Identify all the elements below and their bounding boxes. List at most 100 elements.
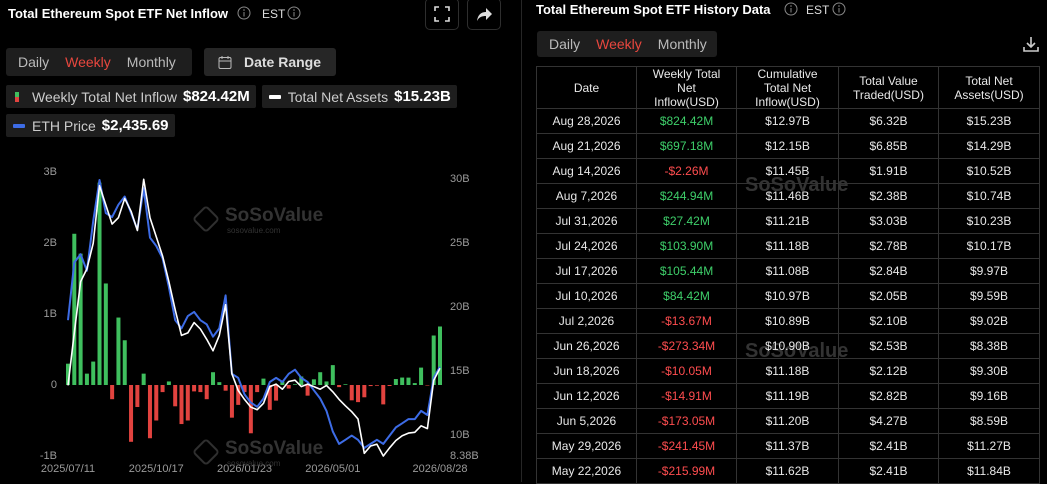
column-header: Date	[536, 67, 636, 108]
table-cell: $10.74B	[938, 184, 1040, 208]
legend-label: Total Net Assets	[287, 88, 389, 105]
bar	[135, 385, 140, 408]
table-cell: $824.42M	[636, 109, 736, 133]
table-cell: Aug 21,2026	[536, 134, 636, 158]
table-cell: Aug 14,2026	[536, 159, 636, 183]
table-cell: $9.30B	[938, 359, 1040, 383]
bar	[173, 385, 178, 407]
bar	[343, 384, 348, 385]
table-cell: $8.59B	[938, 409, 1040, 433]
table-cell: $11.46B	[736, 184, 838, 208]
watermark: SoSoValue	[225, 205, 323, 226]
bar	[330, 365, 335, 385]
table-row: Jul 24,2026 $103.90M $11.18B $2.78B $10.17B	[536, 234, 1040, 259]
interval-tabs: Daily Weekly Monthly	[6, 48, 192, 76]
table-cell: May 29,2026	[536, 434, 636, 458]
table-cell: -$215.99M	[636, 459, 736, 483]
table-cell: $10.90B	[736, 334, 838, 358]
bar	[438, 326, 442, 385]
swatch	[15, 91, 19, 97]
download-icon[interactable]	[1022, 35, 1040, 53]
table-cell: Aug 7,2026	[536, 184, 636, 208]
bar	[84, 373, 89, 385]
table-cell: Aug 28,2026	[536, 109, 636, 133]
bar	[236, 385, 241, 405]
tab[interactable]: Monthly	[126, 54, 176, 70]
tab[interactable]: Weekly	[596, 36, 642, 52]
tab[interactable]: Weekly	[65, 54, 111, 70]
table-cell: $12.97B	[736, 109, 838, 133]
table-title: Total Ethereum Spot ETF History Data	[536, 2, 771, 17]
bar	[110, 385, 115, 400]
bar	[166, 381, 171, 385]
bar	[324, 381, 329, 385]
bar	[78, 253, 83, 385]
bar	[192, 385, 197, 392]
table-cell: $11.37B	[736, 434, 838, 458]
info-icon[interactable]	[237, 6, 251, 20]
legend-item: ETH Price $2,435.69	[6, 114, 175, 137]
table-cell: Jun 5,2026	[536, 409, 636, 433]
table-cell: Jul 17,2026	[536, 259, 636, 283]
tab[interactable]: Monthly	[657, 36, 707, 52]
bar	[274, 385, 279, 401]
table-cell: $11.62B	[736, 459, 838, 483]
bar	[72, 233, 77, 385]
bar	[337, 385, 342, 388]
info-icon[interactable]	[287, 6, 301, 20]
table-cell: $10.52B	[938, 159, 1040, 183]
table-cell: Jun 26,2026	[536, 334, 636, 358]
table-cell: -$10.05M	[636, 359, 736, 383]
table-row: Aug 7,2026 $244.94M $11.46B $2.38B $10.74B	[536, 184, 1040, 209]
legend-value: $2,435.69	[101, 117, 169, 134]
table-row: Aug 14,2026 -$2.26M $11.45B $1.91B $10.52B	[536, 159, 1040, 184]
table-cell: Jun 18,2026	[536, 359, 636, 383]
table-cell: $11.27B	[938, 434, 1040, 458]
y-tick-label: 25B	[450, 237, 470, 249]
bar	[267, 385, 272, 410]
table-cell: $8.38B	[938, 334, 1040, 358]
table-row: Jun 26,2026 -$273.34M $10.90B $2.53B $8.38B	[536, 334, 1040, 359]
bar	[217, 382, 222, 385]
tab[interactable]: Daily	[18, 54, 50, 70]
watermark-logo	[193, 439, 219, 465]
x-tick-label: 2026/08/28	[412, 463, 467, 475]
legend-swatch	[268, 94, 281, 99]
bar	[292, 384, 297, 385]
table-cell: $2.10B	[838, 309, 938, 333]
legend-item: Total Net Assets $15.23B	[261, 85, 457, 108]
date-range-button[interactable]: Date Range	[204, 48, 336, 76]
table-cell: $2.38B	[838, 184, 938, 208]
bar	[141, 373, 146, 385]
table-cell: $14.29B	[938, 134, 1040, 158]
y-tick-label: -1B	[40, 450, 57, 462]
bar	[248, 385, 253, 434]
fullscreen-button[interactable]	[425, 0, 459, 30]
table-cell: $9.02B	[938, 309, 1040, 333]
legend-label: Weekly Total Net Inflow	[32, 88, 177, 105]
table-row: Jun 18,2026 -$10.05M $11.18B $2.12B $9.30B	[536, 359, 1040, 384]
bar	[160, 385, 165, 393]
info-icon[interactable]	[832, 2, 846, 16]
bar	[374, 385, 379, 386]
table-cell: $244.94M	[636, 184, 736, 208]
table-cell: $10.23B	[938, 209, 1040, 233]
table-cell: -$13.67M	[636, 309, 736, 333]
table-cell: $6.32B	[838, 109, 938, 133]
bar	[356, 385, 361, 403]
x-tick-label: 2026/05/01	[305, 463, 360, 475]
info-icon[interactable]	[784, 2, 798, 16]
table-cell: $4.27B	[838, 409, 938, 433]
table-cell: $2.84B	[838, 259, 938, 283]
table-cell: Jun 12,2026	[536, 384, 636, 408]
tab[interactable]: Daily	[549, 36, 581, 52]
share-button[interactable]	[467, 0, 501, 30]
y-tick-label: 2B	[44, 237, 57, 249]
table-cell: $9.97B	[938, 259, 1040, 283]
bar	[311, 379, 316, 385]
bar	[242, 385, 247, 393]
table-cell: Jul 24,2026	[536, 234, 636, 258]
table-row: Jun 12,2026 -$14.91M $11.19B $2.82B $9.16B	[536, 384, 1040, 409]
bar	[318, 372, 323, 385]
table-cell: $15.23B	[938, 109, 1040, 133]
